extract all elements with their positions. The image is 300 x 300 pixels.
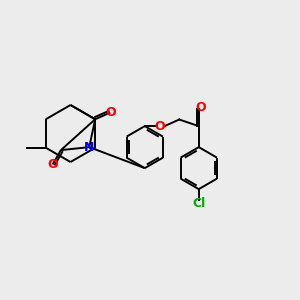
Text: O: O: [154, 120, 165, 133]
Text: N: N: [84, 141, 94, 154]
Text: Cl: Cl: [192, 197, 206, 210]
Text: O: O: [105, 106, 116, 119]
Text: O: O: [196, 101, 206, 114]
Text: O: O: [47, 158, 58, 171]
